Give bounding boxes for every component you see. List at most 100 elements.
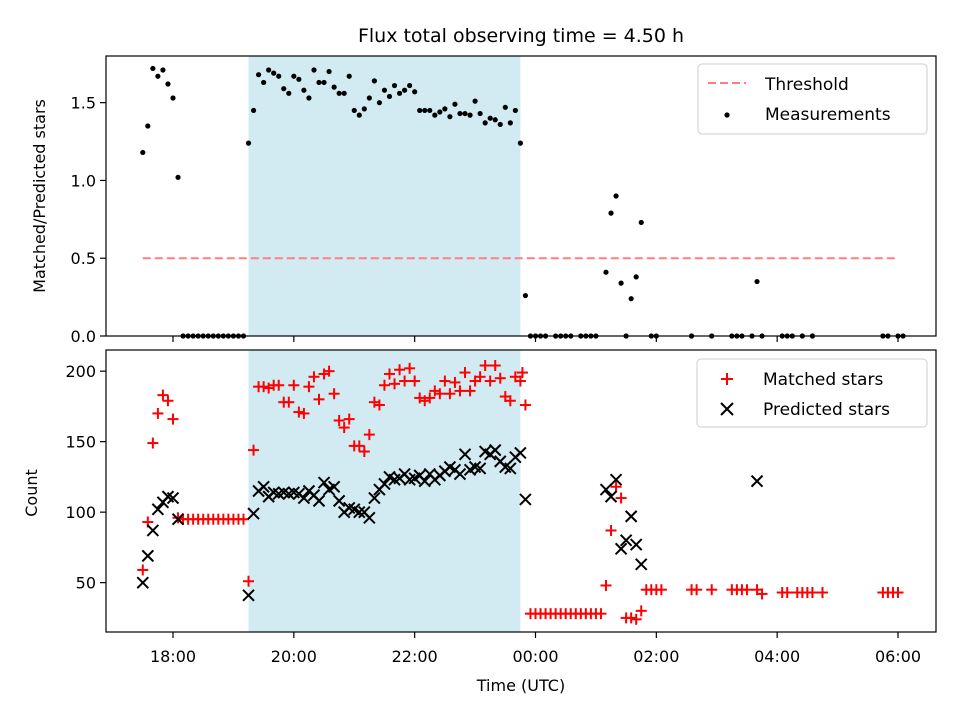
measurement-point bbox=[271, 70, 277, 76]
legend-predicted-swatch bbox=[720, 402, 734, 416]
matched-stars-point bbox=[625, 612, 637, 624]
matched-stars-point bbox=[333, 415, 345, 426]
matched-stars-point bbox=[781, 587, 793, 599]
matched-stars-point bbox=[167, 413, 179, 425]
predicted-stars-point bbox=[257, 480, 270, 493]
matched-stars-point bbox=[147, 437, 159, 449]
bottom-legend-box bbox=[696, 358, 928, 428]
x-tick-label: 18:00 bbox=[150, 647, 196, 666]
measurement-point bbox=[371, 78, 377, 84]
top-panel: 0.0 0.5 1.0 1.5 Matched/Predicted stars Thr… bbox=[30, 55, 937, 346]
matched-stars-point bbox=[157, 389, 169, 401]
matched-stars-point bbox=[464, 385, 476, 397]
matched-stars-point bbox=[434, 388, 446, 400]
legend-predicted-label: Predicted stars bbox=[763, 400, 890, 420]
matched-stars-point bbox=[504, 395, 516, 407]
predicted-stars-point bbox=[624, 510, 638, 523]
predicted-stars-point bbox=[136, 576, 149, 589]
predicted-stars-point bbox=[378, 477, 391, 491]
measurement-point bbox=[391, 82, 398, 89]
bottom-y-axis-label: Count bbox=[22, 469, 41, 517]
predicted-stars-point bbox=[453, 467, 467, 481]
matched-stars-point bbox=[383, 368, 395, 380]
bottom-y-tick-label: 200 bbox=[65, 362, 96, 381]
matched-stars-point bbox=[152, 407, 164, 419]
matched-stars-point bbox=[691, 584, 703, 596]
x-tick-label: 20:00 bbox=[271, 647, 317, 666]
matched-stars-point bbox=[298, 407, 310, 419]
bottom-axes-frame bbox=[105, 349, 937, 633]
predicted-stars-point bbox=[141, 549, 155, 563]
x-tick-label: 02:00 bbox=[633, 647, 679, 666]
matched-stars-point bbox=[308, 371, 320, 383]
matched-stars-point bbox=[610, 481, 622, 493]
top-y-tick-label: 1.5 bbox=[71, 94, 96, 113]
measurement-point bbox=[628, 296, 634, 302]
measurement-point bbox=[296, 76, 302, 82]
measurement-point bbox=[401, 87, 408, 93]
measurement-point bbox=[301, 87, 307, 93]
matched-stars-point bbox=[273, 379, 285, 391]
predicted-stars-point bbox=[368, 491, 381, 505]
measurement-point bbox=[437, 109, 443, 115]
measurement-point bbox=[245, 140, 252, 146]
matched-stars-point bbox=[237, 513, 249, 525]
measurement-point bbox=[412, 89, 418, 95]
matched-stars-point bbox=[439, 375, 451, 387]
matched-stars-point bbox=[615, 492, 627, 504]
measurement-point bbox=[422, 107, 428, 114]
matched-stars-point bbox=[595, 608, 607, 620]
measurement-point bbox=[618, 280, 624, 286]
matched-stars-point bbox=[409, 375, 421, 387]
measurement-point bbox=[482, 120, 488, 126]
measurement-point bbox=[457, 110, 463, 117]
measurement-point bbox=[250, 107, 257, 114]
predicted-stars-point bbox=[599, 483, 613, 496]
matched-stars-point bbox=[516, 367, 528, 379]
bottom-y-tick-label: 150 bbox=[65, 433, 96, 452]
measurement-point bbox=[351, 107, 357, 114]
measurement-point bbox=[603, 269, 609, 275]
predicted-stars-point bbox=[504, 462, 517, 475]
measurement-point bbox=[331, 84, 337, 90]
x-tick-label: 06:00 bbox=[875, 647, 921, 666]
predicted-stars-point bbox=[327, 480, 341, 493]
matched-stars-point bbox=[892, 587, 904, 599]
matched-stars-point bbox=[303, 381, 315, 393]
matched-stars-point bbox=[630, 613, 642, 625]
predicted-stars-point bbox=[247, 507, 260, 520]
measurement-point bbox=[286, 90, 292, 96]
bottom-y-tick-label: 100 bbox=[65, 503, 96, 522]
measurement-point bbox=[396, 90, 403, 96]
measurement-point bbox=[492, 117, 498, 123]
predicted-stars-point bbox=[519, 493, 532, 506]
matched-stars-point bbox=[323, 365, 335, 377]
measurement-point bbox=[497, 121, 503, 128]
measurement-point bbox=[316, 79, 322, 86]
matched-stars-point bbox=[444, 388, 456, 400]
predicted-stars-point bbox=[242, 589, 255, 602]
matched-stars-point bbox=[479, 360, 491, 372]
measurement-point bbox=[477, 110, 483, 117]
measurement-point bbox=[417, 107, 423, 114]
measurement-point bbox=[754, 278, 760, 285]
measurement-point bbox=[336, 90, 342, 96]
measurement-point bbox=[517, 140, 523, 146]
x-axis-ticks-top bbox=[172, 336, 899, 342]
measurement-point bbox=[386, 93, 393, 100]
matched-stars-point bbox=[404, 362, 416, 374]
measurement-point bbox=[452, 101, 458, 107]
predicted-stars-point bbox=[604, 490, 618, 503]
legend-threshold-label: Threshold bbox=[764, 75, 849, 95]
matched-stars-point bbox=[378, 379, 390, 391]
measurement-point bbox=[311, 67, 317, 73]
matched-stars-point bbox=[484, 375, 496, 387]
legend-measurements-swatch bbox=[724, 112, 730, 118]
matched-stars-point bbox=[806, 587, 818, 599]
measurement-point bbox=[633, 274, 639, 280]
top-axes-frame bbox=[105, 55, 937, 337]
measurement-point bbox=[261, 79, 267, 86]
matched-stars-point bbox=[605, 524, 617, 536]
matched-stars-point bbox=[706, 584, 718, 596]
